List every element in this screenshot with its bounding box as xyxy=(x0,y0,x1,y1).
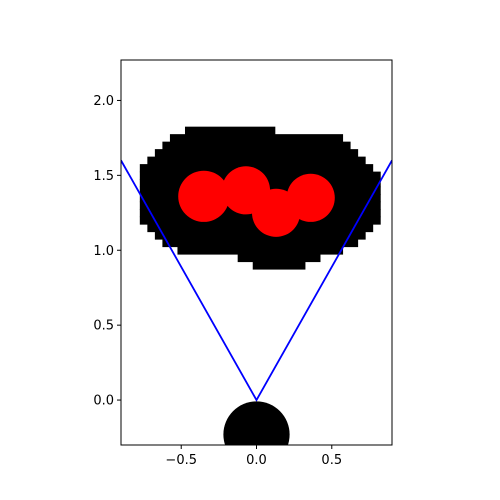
plot-content xyxy=(121,127,392,468)
x-tick-label-0: −0.5 xyxy=(165,453,197,468)
blob-row-16 xyxy=(177,247,343,255)
circle-3 xyxy=(287,174,335,222)
blob-row-3 xyxy=(155,149,358,157)
y-axis: 0.0 0.5 1.0 1.5 2.0 xyxy=(93,94,121,409)
y-tick-label-2: 1.0 xyxy=(93,244,114,259)
blob-row-2 xyxy=(162,142,350,150)
y-tick-label-1: 0.5 xyxy=(93,319,114,334)
blob-row-15 xyxy=(162,239,358,247)
blob-row-0 xyxy=(185,127,275,135)
blob-row-17 xyxy=(238,254,321,262)
y-tick-label-4: 2.0 xyxy=(93,94,114,109)
x-tick-label-1: 0.0 xyxy=(246,453,267,468)
x-axis: −0.5 0.0 0.5 xyxy=(165,445,342,468)
x-tick-label-2: 0.5 xyxy=(321,453,342,468)
blob-row-18 xyxy=(253,261,306,269)
circle-0 xyxy=(178,171,229,222)
blob-row-14 xyxy=(155,232,366,240)
blob-row-1 xyxy=(170,134,343,142)
y-tick-label-3: 1.5 xyxy=(93,169,114,184)
y-tick-label-0: 0.0 xyxy=(93,394,114,409)
blob-row-4 xyxy=(147,157,365,165)
